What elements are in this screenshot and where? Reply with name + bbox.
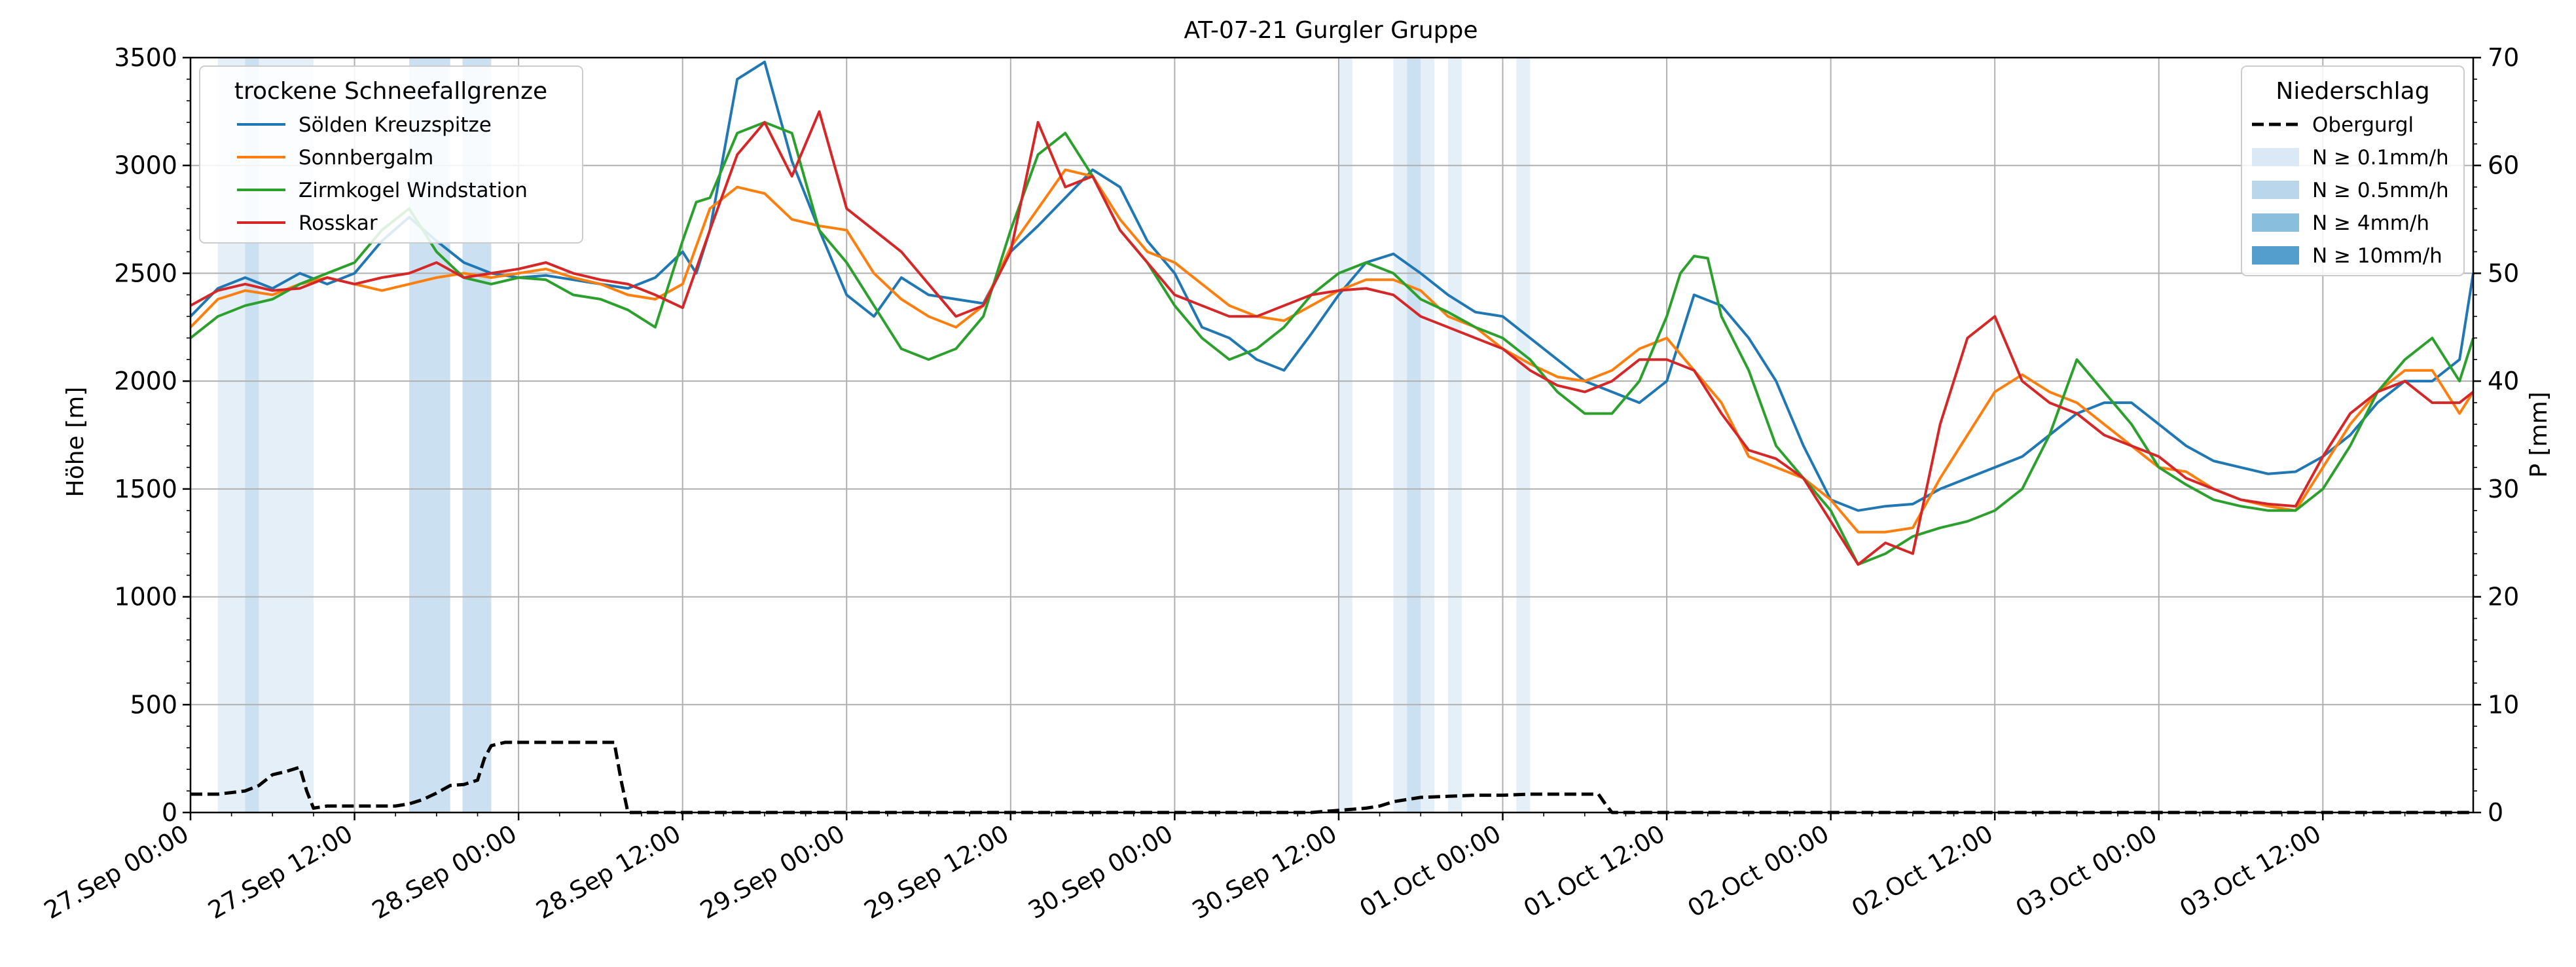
precip-band-6 — [1393, 58, 1407, 812]
series-line-3 — [190, 110, 2475, 566]
precip-band-8 — [1421, 58, 1435, 812]
legend-right-label: Obergurgl — [2312, 113, 2414, 137]
precip-band-10 — [1516, 58, 1531, 812]
y-tick-label-right: 60 — [2488, 151, 2519, 180]
y-tick-label-right: 70 — [2488, 43, 2519, 72]
legend-right-label: N ≥ 0.1mm/h — [2312, 146, 2449, 170]
legend-left: trockene Schneefallgrenze Sölden Kreuzsp… — [199, 65, 583, 244]
precip-band-1 — [245, 58, 259, 812]
series-line-0 — [189, 60, 2475, 512]
precip-band-5 — [1338, 58, 1352, 812]
plot-frame — [189, 56, 2475, 814]
chart-title: AT-07-21 Gurgler Gruppe — [1184, 17, 1478, 44]
legend-right-label: N ≥ 10mm/h — [2312, 244, 2442, 268]
y-tick-label-left: 500 — [130, 690, 177, 719]
y-tick-label-left: 1000 — [114, 583, 177, 611]
legend-left-title: trockene Schneefallgrenze — [234, 78, 547, 105]
y-tick-label-left: 3000 — [114, 151, 177, 180]
y-tick-label-right: 40 — [2488, 367, 2519, 395]
grid — [190, 57, 2473, 813]
y-tick-label-right: 30 — [2488, 475, 2519, 503]
legend-right-swatch — [2252, 181, 2299, 199]
legend-left-label: Sonnbergalm — [299, 146, 433, 170]
series-line-2 — [189, 120, 2475, 566]
y-tick-label-right: 0 — [2488, 798, 2503, 827]
y-tick-label-left: 1500 — [114, 475, 177, 503]
legend-right-swatch — [2252, 213, 2299, 232]
y-tick-label-left: 3500 — [114, 43, 177, 72]
legend-left-label: Sölden Kreuzspitze — [299, 113, 492, 137]
legend-right-label: N ≥ 4mm/h — [2312, 211, 2429, 235]
y-axis-label-left: Höhe [m] — [62, 387, 89, 498]
y-tick-label-right: 10 — [2488, 690, 2519, 719]
legend-right-label: N ≥ 0.5mm/h — [2312, 179, 2449, 202]
y-tick-label-left: 2000 — [114, 367, 177, 395]
legend-right-swatch — [2252, 148, 2299, 166]
precip-band-9 — [1447, 58, 1462, 812]
y-axis-label-right: P [mm] — [2526, 392, 2552, 477]
y-tick-label-right: 20 — [2488, 583, 2519, 611]
legend-left-label: Rosskar — [299, 211, 378, 235]
legend-right-title: Niederschlag — [2276, 78, 2429, 105]
legend-right: Niederschlag Obergurgl N ≥ 0.1mm/h N ≥ 0.5… — [2241, 65, 2465, 276]
precip-band-7 — [1407, 58, 1421, 812]
series-lines — [189, 60, 2475, 814]
y-tick-label-left: 0 — [162, 798, 177, 827]
y-tick-label-left: 2500 — [114, 259, 177, 287]
legend-left-label: Zirmkogel Windstation — [299, 179, 528, 202]
y-tick-label-right: 50 — [2488, 259, 2519, 287]
legend-right-swatch — [2252, 246, 2299, 265]
